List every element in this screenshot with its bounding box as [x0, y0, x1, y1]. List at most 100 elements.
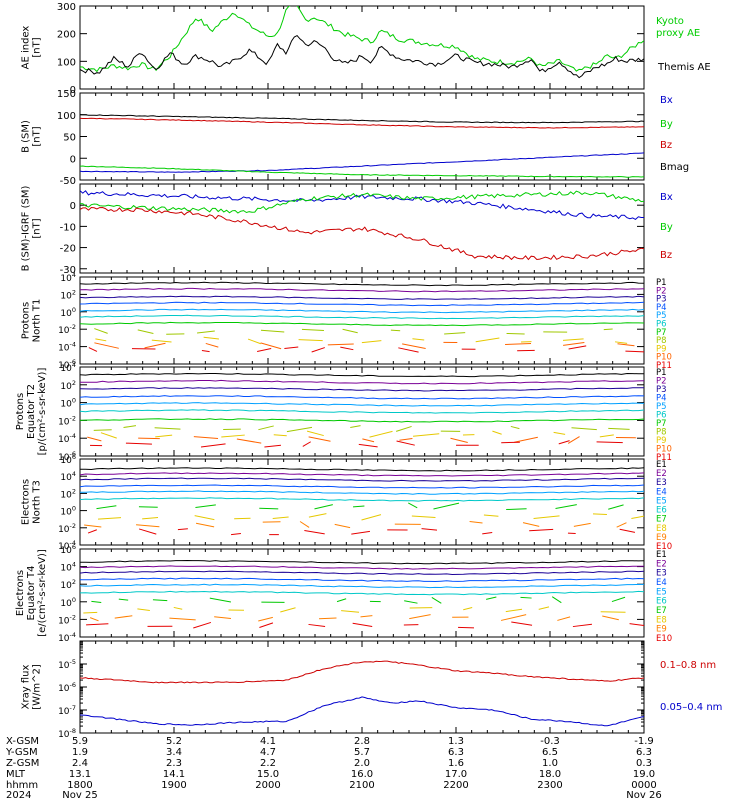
channel-segment-e7 [520, 597, 531, 598]
tick-exponent: -4 [70, 631, 76, 639]
channel-segment-p8 [608, 428, 629, 429]
channel-segment-e7 [153, 600, 167, 601]
channel-segment-e7 [91, 601, 101, 602]
tick-base: 10 [58, 344, 70, 354]
y-tick-label: 100 [60, 596, 76, 609]
y-tick-label: 102 [60, 379, 76, 392]
ephem-value-z-gsm: 0.3 [636, 758, 652, 769]
channel-segment-e8 [631, 516, 644, 518]
tick-exponent: 0 [72, 505, 76, 513]
channel-segment-e7 [195, 505, 215, 508]
ephem-row-label-mlt: MLT [6, 769, 26, 780]
tick-base: 10 [58, 707, 70, 717]
tick-exponent: 6 [72, 453, 76, 461]
y-tick-label: 10-2 [58, 414, 76, 427]
ephem-value-date: Nov 25 [62, 790, 97, 800]
y-tick-label: 100 [60, 306, 76, 319]
channel-segment-e8 [309, 514, 326, 517]
y-axis-label-6-line: Equator T4 [26, 566, 37, 621]
ephem-value-mlt: 19.0 [633, 769, 655, 780]
tick-base: 10 [60, 456, 72, 466]
channel-line-e5 [80, 491, 644, 494]
channel-segment-e10 [139, 529, 156, 534]
ephem-value-hhmm: 2200 [443, 780, 468, 791]
series-line-bz [80, 208, 644, 260]
y-tick-label: 300 [57, 2, 76, 13]
tick-exponent: 2 [72, 288, 76, 296]
channel-line-p1 [80, 374, 644, 377]
y-tick-label: -10 [60, 222, 76, 233]
legend-proxy-ae: proxy AE [656, 28, 700, 39]
y-tick-label: 10-4 [58, 341, 76, 354]
channel-segment-e9 [523, 523, 539, 527]
channel-segment-p8 [604, 329, 613, 330]
channel-segment-e9 [300, 522, 309, 528]
channel-segment-e9 [258, 617, 273, 621]
ephem-value-x-gsm: 5.9 [72, 736, 88, 747]
tick-exponent: -4 [70, 432, 76, 440]
channel-segment-p11 [397, 441, 415, 445]
channel-segment-p11 [625, 351, 644, 352]
ephem-row-label-2024: 2024 [6, 790, 31, 800]
ephem-value-date: Nov 26 [626, 790, 661, 800]
channel-segment-p8 [258, 426, 273, 430]
channel-segment-p11 [359, 444, 378, 447]
tick-exponent: -6 [70, 681, 76, 689]
tick-exponent: 4 [72, 470, 76, 478]
channel-segment-p9 [95, 339, 106, 341]
channel-segment-p11 [202, 351, 210, 352]
channel-segment-e8 [83, 612, 97, 613]
y-tick-label: 150 [57, 89, 76, 100]
channel-segment-e10 [259, 623, 273, 628]
channel-segment-e7 [210, 598, 231, 602]
tick-base: 10 [58, 417, 70, 427]
y-tick-label: -50 [60, 176, 76, 187]
channel-segment-e7 [552, 597, 561, 603]
channel-segment-e9 [617, 523, 627, 527]
tick-base: 10 [60, 274, 72, 284]
legend-kyoto: Kyoto [656, 16, 684, 27]
channel-segment-p10 [309, 437, 331, 441]
channel-segment-p9 [274, 435, 287, 436]
ephem-value-z-gsm: 1.6 [448, 758, 464, 769]
channel-segment-e10 [511, 622, 532, 625]
channel-segment-e9 [360, 616, 372, 617]
channel-segment-p9 [299, 340, 323, 341]
channel-line-p6 [80, 315, 644, 318]
tick-base: 10 [58, 616, 70, 626]
y-axis-label-2-line: [nT] [32, 218, 43, 238]
channel-line-p3 [80, 296, 644, 299]
y-tick-label: 102 [60, 288, 76, 301]
channel-segment-e10 [304, 531, 324, 534]
channel-segment-p9 [413, 434, 439, 436]
channel-segment-e10 [231, 533, 241, 534]
channel-segment-p11 [303, 442, 311, 447]
tick-base: 10 [60, 581, 72, 591]
channel-segment-e8 [195, 516, 215, 520]
channel-line-p2 [80, 380, 644, 384]
channel-line-p4 [80, 302, 644, 305]
tick-base: 10 [60, 508, 72, 518]
channel-segment-p9 [615, 342, 627, 344]
y-axis-label-1: B (SM)[nT] [21, 120, 43, 153]
channel-segment-e9 [115, 616, 133, 618]
channel-segment-e8 [341, 611, 359, 613]
channel-segment-p11 [398, 348, 418, 352]
ephem-value-y-gsm: 6.5 [542, 747, 558, 758]
tick-exponent: -4 [70, 341, 76, 349]
channel-segment-e10 [573, 624, 592, 626]
channel-segment-p9 [204, 337, 219, 339]
channel-segment-p10 [505, 344, 531, 345]
channel-segment-e7 [506, 509, 526, 510]
channel-segment-p10 [399, 439, 412, 441]
channel-segment-p11 [597, 442, 623, 443]
tick-base: 10 [58, 684, 70, 694]
legend-dbigrf-bz: Bz [660, 250, 672, 261]
channel-segment-e10 [178, 529, 188, 530]
tick-exponent: 0 [72, 306, 76, 314]
ephem-value-x-gsm: -1.9 [634, 736, 654, 747]
ephem-row-label-y-gsm: Y-GSM [5, 747, 38, 758]
ephem-value-x-gsm: 1.3 [448, 736, 464, 747]
